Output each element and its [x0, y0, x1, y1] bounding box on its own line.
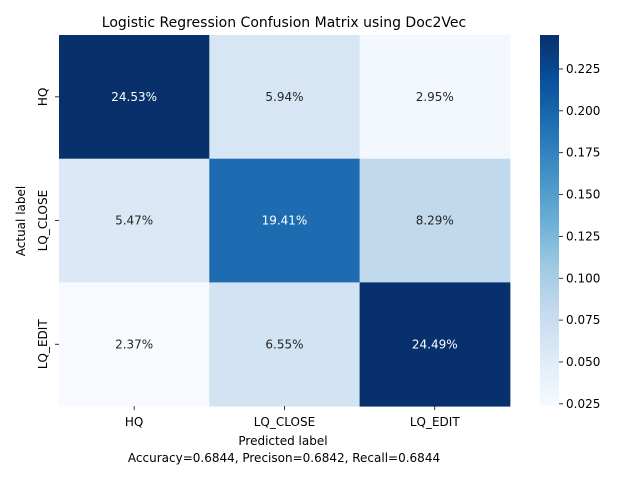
y-tick-label: LQ_CLOSE: [36, 190, 50, 251]
cell-label: 2.95%: [416, 90, 454, 104]
heatmap-cell: [209, 158, 361, 283]
heatmap-cell: [59, 35, 210, 160]
heatmap-cell: [59, 158, 210, 283]
x-axis-ticks: HQ LQ_CLOSE LQ_EDIT: [125, 406, 460, 429]
x-tick-label: LQ_CLOSE: [254, 415, 315, 429]
heatmap-cell-labels: 24.53% 5.94% 2.95% 5.47% 19.41% 8.29% 2.37% 6.5…: [111, 90, 457, 351]
x-tick-label: HQ: [125, 415, 143, 429]
cell-label: 5.94%: [265, 90, 303, 104]
heatmap-cell: [59, 282, 210, 407]
cell-label: 24.53%: [111, 90, 157, 104]
cell-label: 24.49%: [412, 337, 458, 351]
cell-label: 5.47%: [115, 214, 153, 228]
y-axis-label: Actual label: [14, 186, 28, 256]
y-tick-label: HQ: [36, 88, 50, 106]
x-tick-label: LQ_EDIT: [410, 415, 460, 429]
x-axis-label: Predicted label: [238, 434, 327, 448]
cell-label: 19.41%: [262, 214, 308, 228]
heatmap-cell: [209, 282, 361, 407]
colorbar-tick-label: 0.100: [566, 271, 600, 285]
cell-label: 2.37%: [115, 337, 153, 351]
heatmap-cell: [359, 35, 511, 160]
y-axis-ticks: HQ LQ_CLOSE LQ_EDIT: [36, 88, 59, 369]
colorbar-tick-label: 0.150: [566, 188, 600, 202]
heatmap-cell: [359, 158, 511, 283]
colorbar-ticks: 0.025 0.050 0.075 0.100 0.125 0.150 0.175 0.200…: [559, 62, 600, 411]
colorbar-tick-label: 0.025: [566, 397, 600, 411]
colorbar-tick-label: 0.050: [566, 355, 600, 369]
cell-label: 8.29%: [416, 214, 454, 228]
colorbar: [540, 35, 559, 406]
colorbar-tick-label: 0.075: [566, 313, 600, 327]
heatmap-cells: [59, 35, 511, 407]
cell-label: 6.55%: [265, 337, 303, 351]
colorbar-tick-label: 0.175: [566, 146, 600, 160]
y-tick-label: LQ_EDIT: [36, 319, 50, 369]
colorbar-tick-label: 0.200: [566, 104, 600, 118]
heatmap-cell: [209, 35, 361, 160]
heatmap-cell: [359, 282, 511, 407]
metrics-footer: Accuracy=0.6844, Precison=0.6842, Recall…: [128, 451, 440, 465]
colorbar-tick-label: 0.225: [566, 62, 600, 76]
colorbar-tick-label: 0.125: [566, 229, 600, 243]
chart-title: Logistic Regression Confusion Matrix usi…: [102, 15, 466, 31]
